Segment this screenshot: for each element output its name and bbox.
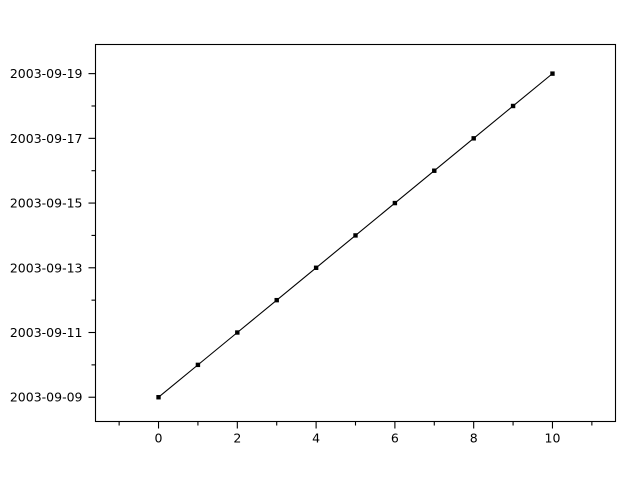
data-point-marker bbox=[274, 297, 279, 303]
data-point-marker bbox=[313, 265, 319, 270]
data-point-marker bbox=[550, 71, 555, 76]
data-point-marker bbox=[392, 200, 398, 206]
x-tick-label: 0 bbox=[155, 431, 163, 446]
x-axis-tick-labels: 0 2 4 6 8 10 bbox=[155, 431, 561, 446]
x-tick-label: 4 bbox=[312, 431, 320, 446]
x-tick-label: 10 bbox=[545, 431, 561, 446]
data-point-marker bbox=[510, 103, 516, 109]
x-axis-ticks bbox=[118, 421, 593, 429]
y-tick-label: 2003-09-09 bbox=[10, 390, 83, 405]
y-tick-label: 2003-09-11 bbox=[10, 325, 83, 340]
data-point-marker bbox=[156, 395, 161, 400]
x-tick-label: 2 bbox=[233, 431, 241, 446]
data-point-marker bbox=[353, 233, 358, 238]
data-point-marker bbox=[235, 330, 240, 335]
x-tick-label: 8 bbox=[470, 431, 478, 446]
y-tick-label: 2003-09-13 bbox=[10, 260, 83, 275]
y-tick-label: 2003-09-15 bbox=[10, 196, 83, 211]
y-axis-tick-labels: 2003-09-09 2003-09-11 2003-09-13 2003-09-15… bbox=[10, 66, 83, 405]
y-axis-ticks bbox=[88, 73, 96, 398]
data-point-marker bbox=[432, 168, 437, 173]
y-tick-label: 2003-09-19 bbox=[10, 66, 83, 81]
data-point-markers bbox=[156, 71, 555, 400]
x-tick-label: 6 bbox=[391, 431, 399, 446]
data-point-marker bbox=[195, 362, 201, 368]
y-tick-label: 2003-09-17 bbox=[10, 131, 83, 146]
data-point-marker bbox=[471, 136, 476, 141]
